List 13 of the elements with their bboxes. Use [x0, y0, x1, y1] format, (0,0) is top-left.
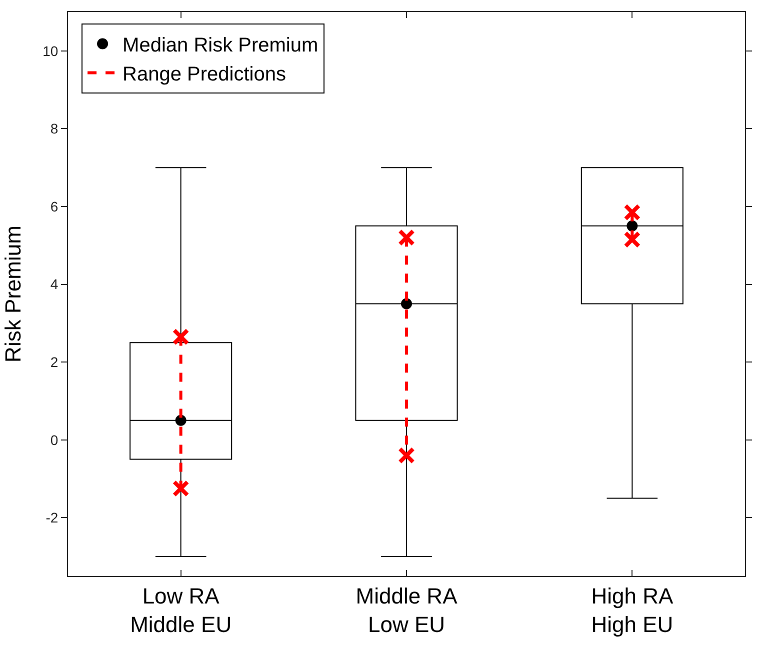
y-tick-label: 8 — [50, 120, 58, 137]
y-axis-title: Risk Premium — [0, 226, 26, 362]
y-tick-label: 4 — [50, 276, 58, 292]
legend-label: Median Risk Premium — [122, 34, 318, 57]
x-tick-label: Middle RA Low EU — [356, 583, 458, 637]
y-tick-label: 6 — [50, 198, 58, 214]
y-tick-label: 0 — [50, 432, 58, 448]
legend-label: Range Predictions — [122, 64, 286, 86]
y-tick-label: 2 — [50, 354, 58, 370]
y-tick-label: -2 — [46, 510, 58, 526]
x-tick-label: Low RA Middle EU — [130, 583, 232, 637]
x-tick-label: High RA High EU — [591, 583, 674, 637]
y-tick-label: 10 — [42, 42, 58, 59]
